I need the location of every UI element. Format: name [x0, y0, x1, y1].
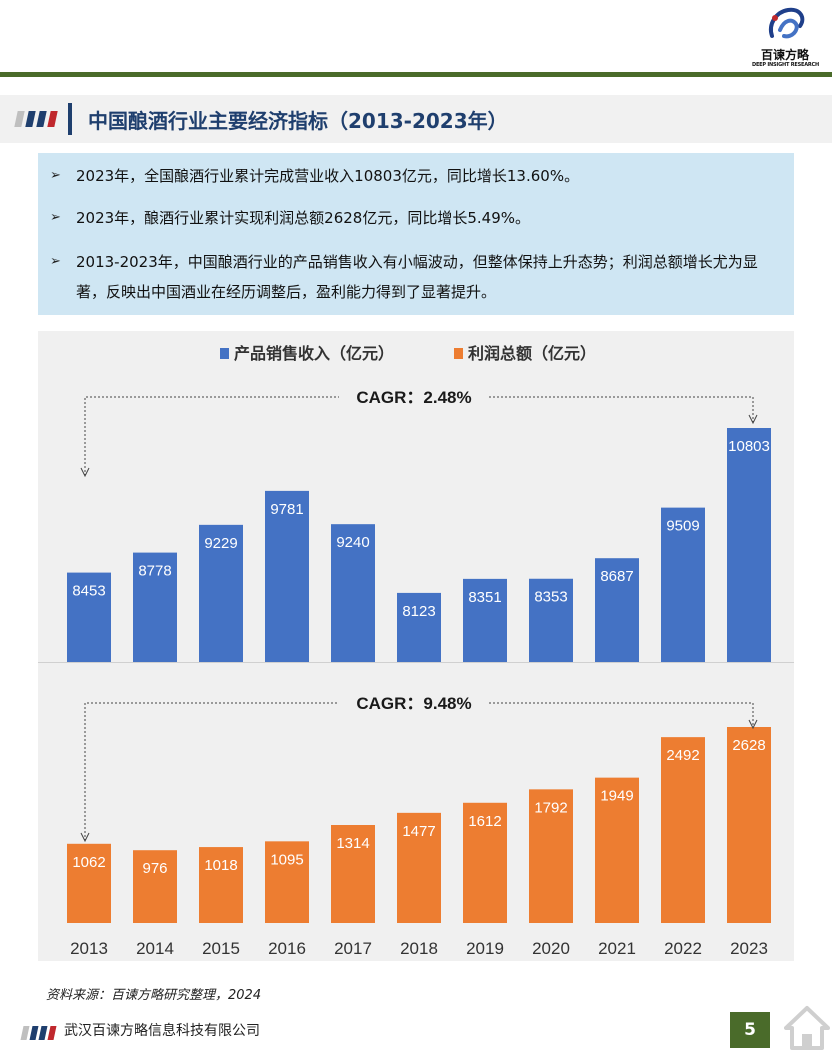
data-label: 10803 — [728, 438, 770, 455]
brand-tagline: DEEP INSIGHT RESEARCH — [752, 62, 819, 68]
data-label: 8687 — [600, 568, 633, 585]
data-label: 1477 — [402, 823, 435, 840]
bar — [727, 428, 771, 662]
data-label: 1612 — [468, 813, 501, 830]
data-label: 8453 — [72, 583, 105, 600]
cagr-label: CAGR：2.48% — [356, 388, 471, 407]
data-label: 8123 — [402, 603, 435, 620]
legend-swatch — [454, 348, 463, 359]
cagr-connector-right — [489, 396, 754, 423]
bar — [661, 507, 705, 662]
data-label: 2492 — [666, 747, 699, 764]
x-tick-label: 2020 — [532, 939, 570, 958]
source-note: 资料来源：百谏方略研究整理，2024 — [46, 988, 262, 1003]
arrow-bullet-icon: ➢ — [50, 210, 61, 225]
bar — [595, 777, 639, 923]
x-tick-label: 2016 — [268, 939, 306, 958]
bar — [397, 812, 441, 923]
bar — [595, 558, 639, 662]
x-tick-label: 2017 — [334, 939, 372, 958]
bar — [133, 552, 177, 662]
data-label: 9240 — [336, 534, 369, 551]
footer-company: 武汉百谏方略信息科技有限公司 — [64, 1023, 260, 1039]
x-tick-label: 2014 — [136, 939, 174, 958]
header-rule — [0, 72, 832, 77]
bar — [199, 847, 243, 923]
data-label: 9509 — [666, 518, 699, 535]
arrow-bullet-icon: ➢ — [50, 254, 61, 269]
cagr-label: CAGR：9.48% — [356, 694, 471, 713]
bar — [67, 843, 111, 923]
bar — [463, 802, 507, 923]
x-tick-label: 2023 — [730, 939, 768, 958]
brand-name: 百谏方略 — [760, 48, 809, 62]
x-tick-label: 2015 — [202, 939, 240, 958]
data-label: 8778 — [138, 563, 171, 580]
bar — [397, 592, 441, 662]
data-label: 9229 — [204, 535, 237, 552]
chart-panel: 产品销售收入（亿元） 利润总额（亿元） 8453 8778 9229 9781 9240 81… — [38, 331, 794, 961]
x-tick-label: 2022 — [664, 939, 702, 958]
bar — [463, 578, 507, 662]
title-separator — [68, 103, 72, 135]
legend-label: 产品销售收入（亿元） — [234, 344, 394, 363]
data-label: 1018 — [204, 857, 237, 874]
arrow-bullet-icon: ➢ — [50, 168, 61, 183]
bar — [529, 578, 573, 662]
page-title: 中国酿酒行业主要经济指标（2013-2023年） — [88, 109, 508, 133]
bar — [265, 490, 309, 662]
bar — [529, 789, 573, 923]
cagr-arrowhead-icon — [80, 467, 90, 478]
bar — [331, 825, 375, 923]
x-tick-label: 2019 — [466, 939, 504, 958]
x-tick-label: 2018 — [400, 939, 438, 958]
data-label: 976 — [142, 860, 167, 877]
data-label: 9781 — [270, 501, 303, 518]
bar — [331, 524, 375, 662]
brand-logo: 百谏方略 DEEP INSIGHT RESEARCH — [752, 6, 819, 68]
data-label: 1949 — [600, 788, 633, 805]
summary-bullet-text: 2023年，全国酿酒行业累计完成营业收入10803亿元，同比增长13.60%。 — [76, 167, 580, 185]
data-label: 2628 — [732, 737, 765, 754]
bar — [133, 850, 177, 923]
data-label: 8351 — [468, 589, 501, 606]
data-label: 1062 — [72, 854, 105, 871]
bar-charts: 产品销售收入（亿元） 利润总额（亿元） 8453 8778 9229 9781 9240 81… — [38, 344, 794, 958]
bar — [265, 841, 309, 923]
home-icon[interactable] — [784, 1004, 830, 1052]
cagr-arrowhead-icon — [748, 719, 758, 730]
legend-label: 利润总额（亿元） — [468, 344, 596, 363]
bar — [199, 524, 243, 662]
bar — [67, 572, 111, 662]
footer-stripes-icon — [20, 1026, 58, 1040]
summary-box: ➢ 2023年，全国酿酒行业累计完成营业收入10803亿元，同比增长13.60%… — [38, 153, 794, 315]
bar — [661, 737, 705, 923]
bar — [727, 727, 771, 923]
data-label: 1095 — [270, 851, 303, 868]
cagr-arrowhead-icon — [80, 832, 90, 843]
title-bar: 中国酿酒行业主要经济指标（2013-2023年） — [0, 95, 832, 143]
cagr-connector-left — [84, 396, 339, 476]
page-number: 5 — [730, 1012, 770, 1048]
data-label: 1792 — [534, 799, 567, 816]
summary-bullet-text: 2023年，酿酒行业累计实现利润总额2628亿元，同比增长5.49%。 — [76, 209, 531, 227]
brand-logo-icon — [769, 7, 805, 39]
summary-bullet-text: 2013-2023年，中国酿酒行业的产品销售收入有小幅波动，但整体保持上升态势；… — [76, 253, 758, 301]
cagr-connector-right — [489, 702, 754, 728]
legend-swatch — [220, 348, 229, 359]
x-tick-label: 2021 — [598, 939, 636, 958]
data-label: 8353 — [534, 589, 567, 606]
cagr-arrowhead-icon — [748, 414, 758, 425]
cagr-connector-left — [84, 702, 339, 841]
x-tick-label: 2013 — [70, 939, 108, 958]
title-stripes-icon — [14, 111, 60, 127]
data-label: 1314 — [336, 835, 369, 852]
